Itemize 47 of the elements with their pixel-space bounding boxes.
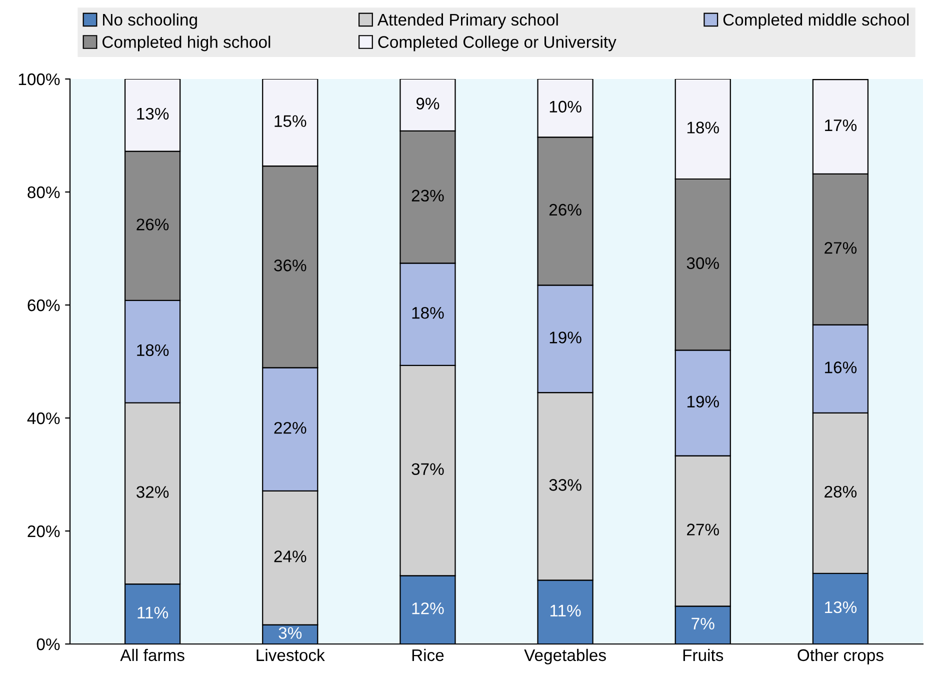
data-label: 36% [274, 260, 306, 272]
data-label: 18% [687, 122, 719, 134]
data-label: 17% [825, 119, 857, 132]
data-label: 24% [274, 550, 306, 562]
legend-label: Attended Primary school [377, 13, 558, 29]
data-label: 30% [686, 257, 719, 270]
data-label: 23% [412, 190, 444, 202]
data-label: 26% [136, 218, 169, 230]
data-label: 33% [549, 479, 582, 491]
data-label: 19% [550, 332, 582, 344]
data-label: 32% [136, 486, 169, 498]
x-tick-label: Other crops [798, 648, 884, 664]
data-label: 27% [824, 242, 857, 254]
x-tick-label: Fruits [683, 648, 724, 662]
data-label: 18% [412, 306, 444, 319]
legend-label: Completed middle school [723, 13, 909, 29]
x-tick-label: All farms [120, 648, 184, 662]
data-label: 13% [825, 601, 857, 614]
legend-label: No schooling [103, 13, 197, 29]
data-label: 22% [274, 422, 306, 434]
data-label: 9% [416, 98, 440, 110]
legend-label: Completed College or University [378, 36, 616, 52]
y-tick-label: 60% [28, 299, 60, 312]
data-label: 19% [687, 396, 719, 408]
y-tick-label: 80% [28, 186, 60, 198]
data-label: 3% [278, 627, 302, 639]
y-tick-label: 20% [28, 525, 60, 538]
legend-label: Completed high school [102, 36, 270, 52]
y-tick-label: 40% [27, 412, 60, 424]
data-label: 13% [137, 108, 169, 120]
data-label: 11% [138, 606, 168, 618]
data-label: 18% [137, 344, 169, 356]
y-tick-label: 100% [18, 73, 60, 86]
data-label: 27% [687, 524, 719, 536]
data-label: 7% [692, 618, 714, 630]
data-label: 15% [274, 115, 306, 127]
x-tick-label: Vegetables [524, 648, 606, 664]
data-label: 12% [412, 602, 444, 614]
data-label: 10% [550, 100, 582, 113]
data-label: 26% [549, 204, 582, 216]
x-tick-label: Livestock [256, 648, 325, 662]
data-label: 11% [550, 604, 581, 616]
y-tick-label: 0% [36, 638, 60, 650]
x-tick-label: Rice [412, 648, 444, 662]
data-label: 37% [412, 463, 444, 476]
data-label: 28% [824, 486, 857, 498]
data-label: 16% [825, 362, 857, 374]
